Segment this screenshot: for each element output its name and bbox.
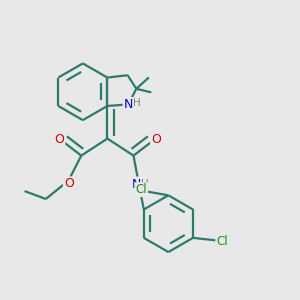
Text: O: O <box>64 177 74 190</box>
Text: N: N <box>131 178 141 190</box>
Text: Cl: Cl <box>136 183 147 196</box>
Text: N: N <box>124 98 133 111</box>
Text: H: H <box>141 179 149 189</box>
Text: O: O <box>151 133 161 146</box>
Text: Cl: Cl <box>216 235 228 248</box>
Text: H: H <box>133 98 140 108</box>
Text: O: O <box>54 133 64 146</box>
